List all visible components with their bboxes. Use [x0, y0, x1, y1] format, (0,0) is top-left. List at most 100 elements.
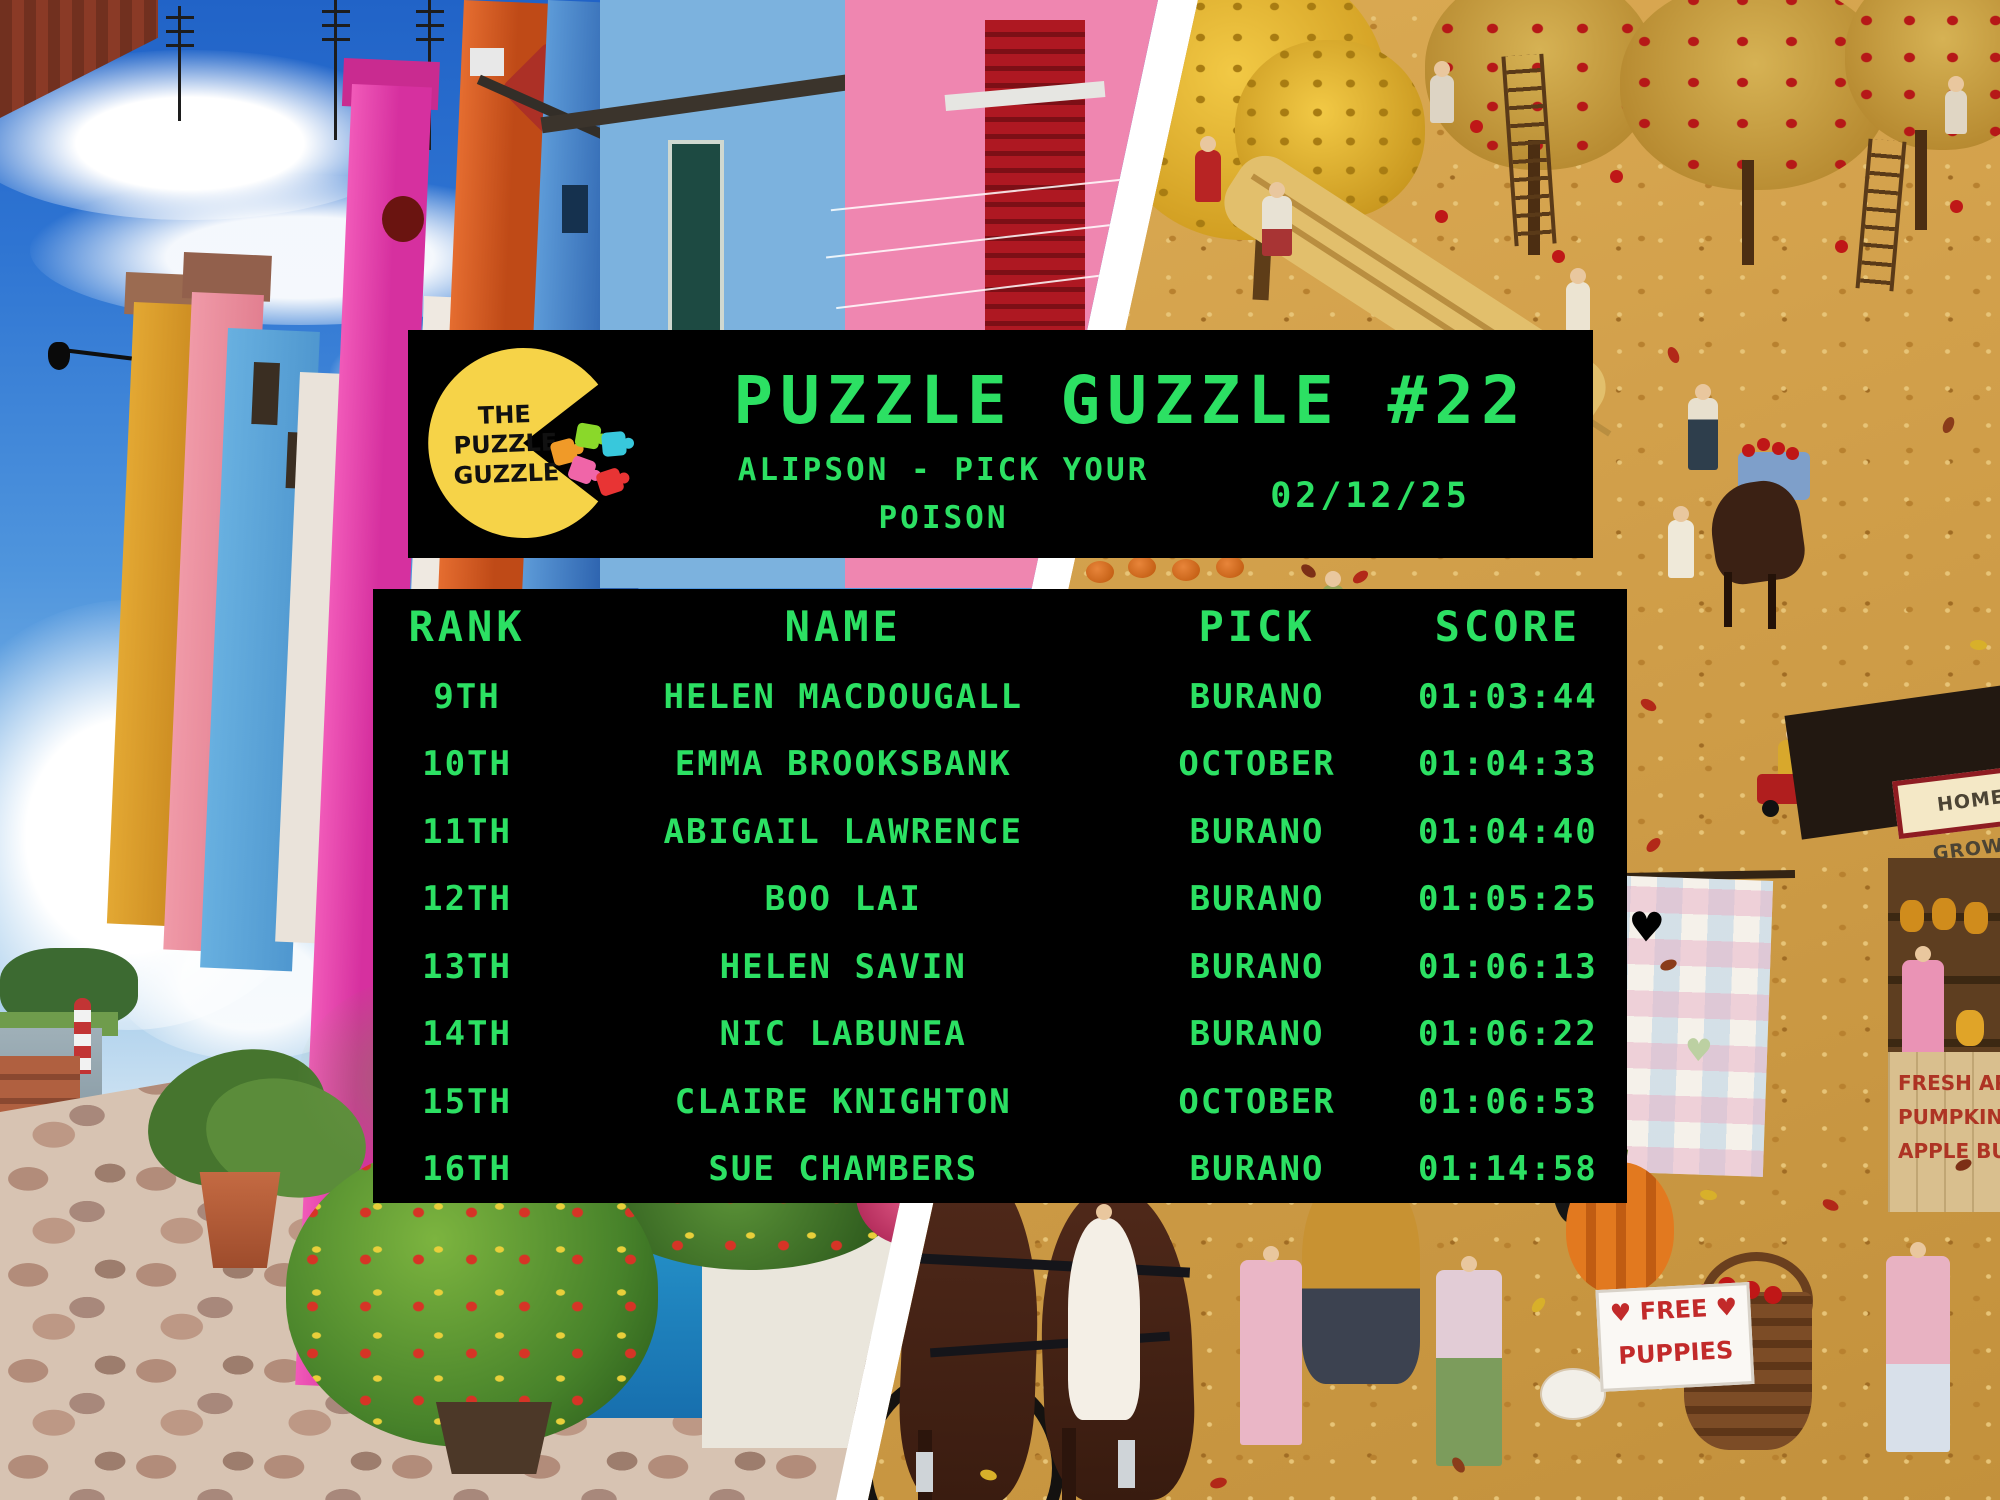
tv-antenna: [322, 0, 350, 140]
quilt-heart: ♥: [1686, 1028, 1711, 1073]
rank-cell: 12TH: [422, 879, 512, 920]
figure-man: [1430, 75, 1454, 123]
rank-cell: 15TH: [422, 1081, 512, 1122]
logo-line: GUZZLE: [452, 458, 560, 490]
fallen-leaf: [1969, 639, 1988, 651]
terracotta-pot: [199, 1172, 281, 1268]
score-cell: 01:05:25: [1417, 879, 1598, 920]
puppies-label: PUPPIES: [1617, 1336, 1734, 1371]
rank-cell: 9TH: [433, 676, 501, 717]
leaderboard-panel: RANK NAME PICK SCORE 9TH HELEN MACDOUGAL…: [373, 589, 1627, 1203]
figure-boy: [1668, 520, 1694, 578]
preserve-jar: [1956, 1010, 1984, 1046]
name-cell: HELEN MACDOUGALL: [663, 676, 1023, 717]
name-cell: EMMA BROOKSBANK: [674, 744, 1012, 785]
pick-cell: BURANO: [1189, 879, 1325, 920]
figure-woman-vest: [1688, 398, 1718, 470]
produce-line: FRESH AP: [1898, 1071, 2000, 1095]
pick-cell: BURANO: [1189, 676, 1325, 717]
score-cell: 01:04:33: [1417, 744, 1598, 785]
girl-with-braids: [1436, 1270, 1502, 1466]
preserve-jar: [1900, 900, 1924, 932]
pick-cell: BURANO: [1189, 1149, 1325, 1190]
figure-child-red: [1195, 150, 1221, 202]
girl-in-pink: [1902, 960, 1944, 1058]
rank-cell: 14TH: [422, 1014, 512, 1055]
figure-picker: [1566, 282, 1590, 332]
free-label: FREE: [1639, 1294, 1709, 1326]
apple: [1786, 447, 1799, 460]
apple: [1610, 170, 1623, 183]
teal-shutter-door: [668, 140, 724, 338]
horse-leg: [1724, 572, 1732, 627]
horse-leg: [1062, 1428, 1076, 1500]
produce-line: PUMPKINS: [1898, 1105, 2000, 1129]
logo-wordmark: THE PUZZLE GUZZLE: [446, 399, 564, 491]
quilt-heart: ♥: [1630, 898, 1663, 958]
column-header-rank: RANK: [408, 601, 526, 651]
pumpkin: [1216, 556, 1244, 578]
pick-cell: BURANO: [1189, 946, 1325, 987]
rank-cell: 16TH: [422, 1149, 512, 1190]
preserve-jar: [1932, 898, 1956, 930]
name-cell: SUE CHAMBERS: [708, 1149, 979, 1190]
sign-heart: ♥: [1714, 1292, 1738, 1322]
wagon-wheel: [1762, 800, 1779, 817]
girl-pink-dress: [1240, 1260, 1302, 1445]
figure-picker: [1945, 90, 1967, 134]
orchard-ladder: [1855, 138, 1907, 292]
produce-line: APPLE BU: [1898, 1139, 2000, 1163]
fallen-leaf: [1298, 561, 1319, 581]
window-dark: [562, 185, 588, 233]
home-grown-label: HOME GROWN: [1931, 785, 2000, 865]
column-header-score: SCORE: [1434, 601, 1582, 651]
fallen-leaf: [1820, 1196, 1841, 1214]
fallen-leaf: [1665, 345, 1682, 365]
puppy: [1540, 1368, 1606, 1420]
apple: [1950, 200, 1963, 213]
puzzle-piece-icon: [600, 430, 628, 458]
sign-heart: ♥: [1609, 1298, 1633, 1328]
logo-line: THE: [477, 400, 532, 431]
apple: [1552, 250, 1565, 263]
street-lamp: [48, 342, 70, 370]
fallen-leaf: [1699, 1188, 1718, 1202]
doll-girl: [1886, 1256, 1950, 1452]
horse-leg: [1768, 574, 1776, 629]
apple: [1470, 120, 1483, 133]
name-cell: HELEN SAVIN: [719, 946, 967, 987]
subtitle-line2: POISON: [878, 500, 1009, 537]
apple: [1835, 240, 1848, 253]
apple: [1742, 444, 1755, 457]
pacman-icon: [428, 347, 599, 539]
fallen-leaf: [1643, 835, 1664, 855]
fallen-leaf: [1940, 415, 1957, 435]
apple-tree: [1620, 0, 1890, 190]
apple: [1435, 210, 1448, 223]
puzzle-piece-icon: [574, 422, 602, 450]
score-cell: 01:06:13: [1417, 946, 1598, 987]
horse-sock: [1118, 1440, 1135, 1488]
score-cell: 01:06:22: [1417, 1014, 1598, 1055]
fallen-leaf: [1350, 568, 1371, 586]
leaderboard-table: RANK NAME PICK SCORE 9TH HELEN MACDOUGAL…: [373, 589, 1627, 1203]
preserve-jar: [1964, 902, 1988, 934]
score-cell: 01:06:53: [1417, 1081, 1598, 1122]
ac-unit: [470, 48, 504, 76]
rank-cell: 10TH: [422, 744, 512, 785]
figure-woman: [1262, 196, 1292, 256]
pick-cell: BURANO: [1189, 811, 1325, 852]
score-cell: 01:14:58: [1417, 1149, 1598, 1190]
logo-line: PUZZLE: [452, 428, 558, 461]
kneeling-man-argyle: [1302, 1172, 1420, 1384]
dark-pot: [435, 1402, 553, 1474]
crimson-louver-window: [985, 20, 1085, 338]
satellite-dish-round: [382, 196, 424, 242]
pick-cell: BURANO: [1189, 1014, 1325, 1055]
name-cell: ABIGAIL LAWRENCE: [663, 811, 1023, 852]
striped-mooring-pole: [74, 998, 91, 1074]
tree-trunk: [1915, 130, 1927, 230]
pick-cell: OCTOBER: [1178, 744, 1336, 785]
tv-antenna: [166, 6, 194, 121]
